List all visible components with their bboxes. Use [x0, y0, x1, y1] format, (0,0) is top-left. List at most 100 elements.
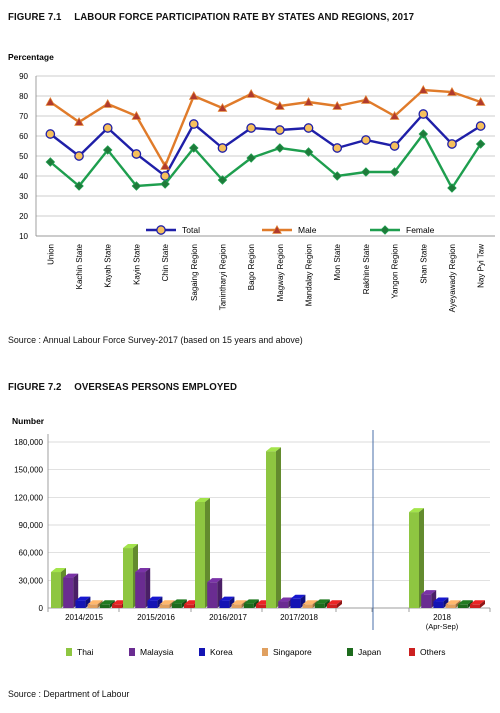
bar-korea [219, 600, 230, 608]
x-tick-label: Chin State [161, 243, 170, 281]
bar-top [409, 508, 424, 513]
data-point [246, 123, 257, 133]
bar-top [75, 596, 91, 601]
x-tick-label: 2016/2017 [209, 613, 247, 622]
y-tick-label: 60 [19, 132, 28, 141]
bar-group [409, 508, 485, 608]
data-point [389, 167, 400, 177]
bar-top [457, 600, 473, 605]
bar-top [314, 599, 330, 604]
legend-label: Male [298, 225, 317, 235]
x-tick-label: Nay Pyi Taw [477, 244, 486, 288]
legend-label: Singapore [273, 647, 312, 657]
data-point [102, 123, 113, 133]
data-point [272, 224, 282, 234]
data-point [447, 86, 457, 96]
y-tick-label: 50 [19, 152, 28, 161]
data-point [131, 149, 142, 159]
bar-singapore [445, 604, 456, 608]
figure-7-2-source: Source : Department of Labour [8, 689, 130, 700]
series-female [45, 129, 486, 193]
data-point [475, 96, 486, 106]
series-line [49, 131, 482, 191]
data-point [389, 141, 400, 151]
series-total [45, 109, 486, 181]
bar-top [243, 599, 259, 604]
bar-top [87, 600, 103, 605]
legend-entry-male: Male [262, 224, 317, 235]
bar-side [181, 599, 187, 608]
overseas-employment-bar-chart: Number 0 30,000 60,000 90,000 120,000 150,000 1… [12, 416, 491, 657]
data-point [131, 110, 142, 120]
data-point [332, 171, 342, 181]
data-point [475, 139, 486, 149]
data-point [217, 143, 228, 153]
bar-malaysia [421, 594, 432, 608]
legend-swatch [409, 648, 415, 656]
figure-7-1-number: FIGURE 7.1 [8, 11, 62, 23]
x-tick-label: 2015/2016 [137, 613, 175, 622]
bar-top [159, 600, 175, 605]
x-tick-label: Magway Region [276, 244, 285, 301]
data-point [447, 139, 457, 149]
figure-7-1-source: Source : Annual Labour Force Survey-2017… [8, 335, 303, 346]
x-tick-label: Mandalay Region [305, 244, 314, 306]
y-tick-label: 180,000 [14, 438, 43, 447]
bar-thai [409, 512, 419, 608]
data-point [102, 98, 113, 108]
figure-7-1-title: FIGURE 7.1 LABOUR FORCE PARTICIPATION RAT… [8, 11, 414, 23]
bar-malaysia [207, 582, 218, 608]
bar-malaysia [135, 572, 146, 608]
y-tick-label: 70 [19, 112, 28, 121]
data-point [45, 129, 56, 139]
data-point [160, 160, 170, 170]
bar-top [171, 599, 187, 604]
bar-side [205, 497, 210, 608]
legend-label: Female [406, 225, 435, 235]
bar-top [445, 600, 461, 605]
y-tick-label: 10 [19, 232, 28, 241]
bar-korea [433, 601, 444, 608]
bar-japan [243, 603, 254, 608]
bar-korea [75, 600, 86, 608]
data-point [332, 143, 343, 153]
x-tick-label: 2017/2018 [280, 613, 318, 622]
bar-top [63, 573, 79, 578]
figure-7-2-number: FIGURE 7.2 [8, 381, 62, 393]
bar-thai [123, 548, 133, 608]
data-point [275, 143, 285, 153]
bar-thai [51, 572, 61, 608]
legend-label: Malaysia [140, 647, 174, 657]
series-male [45, 84, 486, 170]
data-point [131, 181, 142, 191]
data-point [447, 183, 457, 193]
bar-side [480, 600, 485, 608]
figure-7-1-title-text: LABOUR FORCE PARTICIPATION RATE BY STATE… [74, 11, 415, 23]
bar-top [123, 544, 138, 549]
legend-entry-malaysia: Malaysia [129, 647, 174, 657]
y-tick-label: 30 [19, 192, 28, 201]
data-point [303, 147, 314, 157]
x-tick-label: Ayeyawady Region [448, 244, 457, 312]
data-point [45, 157, 56, 167]
bar-top [470, 600, 485, 605]
legend-entry-thai: Thai [66, 647, 94, 657]
bar-singapore [302, 604, 313, 608]
bar-top [302, 600, 318, 605]
legend-swatch [262, 648, 268, 656]
data-point [189, 143, 199, 153]
data-point [418, 84, 429, 94]
bar-malaysia [278, 601, 289, 608]
legend-label: Korea [210, 647, 233, 657]
data-point [303, 96, 314, 106]
figure-7-2-title: FIGURE 7.2 OVERSEAS PERSONS EMPLOYED [8, 381, 237, 393]
bar-top [51, 568, 66, 573]
x-tick-label: Sagaing Region [190, 244, 199, 301]
bar-group [123, 544, 199, 608]
bar-side [276, 447, 281, 608]
data-point [361, 135, 371, 145]
x-tick-label: Tanintharyi Region [218, 244, 227, 310]
bar-top [421, 590, 437, 595]
data-point [246, 153, 256, 163]
data-point [418, 109, 429, 119]
